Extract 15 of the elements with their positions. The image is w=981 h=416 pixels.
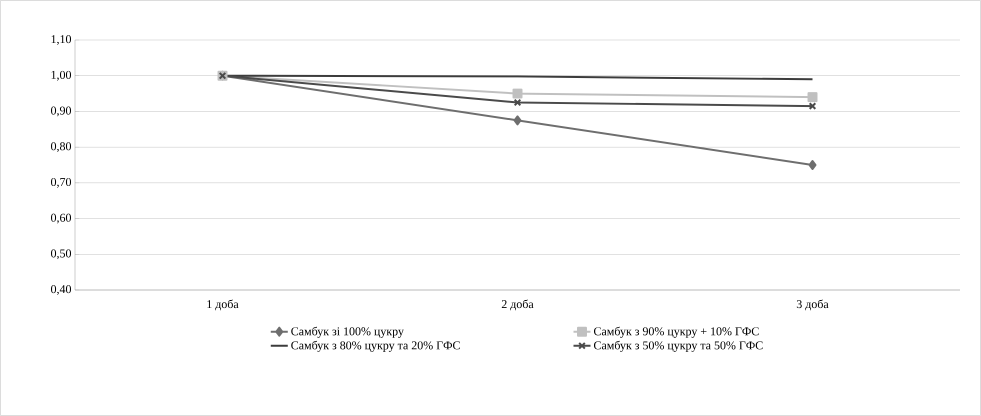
legend-label: Самбук зі 100% цукру — [291, 326, 404, 338]
y-tick-label: 0,70 — [51, 178, 72, 188]
y-tick-label: 0,40 — [51, 285, 72, 295]
y-tick-label: 1,10 — [52, 35, 72, 45]
y-tick-label: 0,80 — [51, 142, 72, 152]
x-tick-label: 2 доба — [502, 299, 534, 310]
y-tick-label: 1,00 — [52, 70, 72, 81]
y-tick-label: 0,50 — [51, 249, 72, 260]
y-tick-label: 0,90 — [51, 106, 72, 116]
x-tick-label: 1 доба — [207, 299, 239, 310]
legend-label: Самбук з 90% цукру + 10% ГФС — [594, 326, 759, 338]
x-tick-label: 3 доба — [796, 299, 829, 310]
legend-label: Самбук з 50% цукру та 50% ГФС — [594, 340, 763, 352]
y-tick-label: 0,60 — [51, 214, 72, 224]
legend-label: Самбук з 80% цукру та 20% ГФС — [291, 340, 460, 352]
